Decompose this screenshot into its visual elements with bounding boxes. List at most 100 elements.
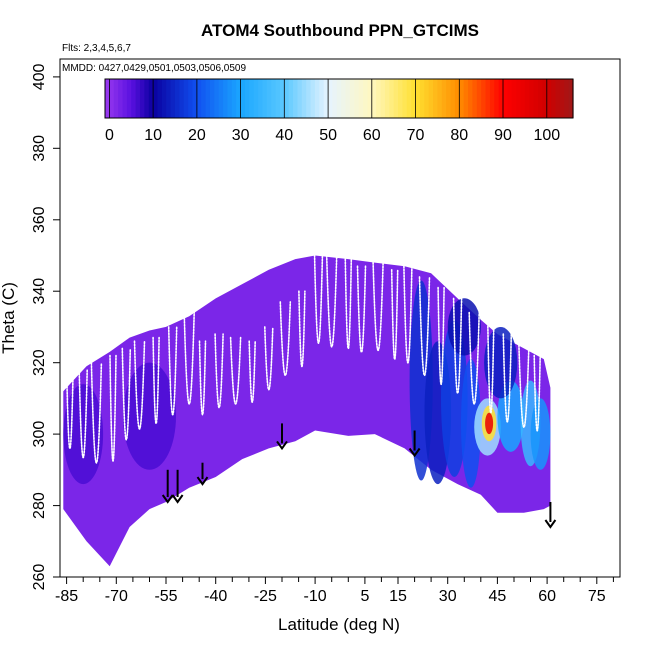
colorbar-segment [393,79,399,118]
flight-profile [468,311,480,405]
colorbar-segment [205,79,211,118]
x-tick-label: 45 [489,588,507,605]
y-tick-label: 280 [31,492,48,519]
flight-profile [325,254,338,348]
flight-profile [533,354,541,432]
colorbar-segment [209,79,215,118]
colorbar-segment [511,79,517,118]
flight-profile [298,290,306,367]
heatmap-patch [484,327,518,399]
colorbar-segment [371,79,377,118]
colorbar-segment [301,79,307,118]
colorbar-segment [253,79,259,118]
colorbar-segment [389,79,395,118]
colorbar-segment [441,79,447,118]
colorbar-segment [323,79,329,118]
colorbar-segment [275,79,281,118]
colorbar-segment [546,79,552,118]
flight-profile [403,265,413,364]
y-tick-label: 260 [31,564,48,591]
colorbar: 0 10 20 30 40 50 60 70 80 90 100 [104,78,574,144]
chart-title: ATOM4 Southbound PPN_GTCIMS [201,21,479,40]
y-tick-label: 320 [31,349,48,376]
colorbar-segment [406,79,412,118]
colorbar-segment [109,79,115,118]
colorbar-segment [454,79,460,118]
colorbar-segment [201,79,207,118]
colorbar-segment [568,79,574,118]
flight-profile [167,326,178,416]
colorbar-segment [542,79,548,118]
colorbar-tick-label: 10 [144,127,162,144]
colorbar-segment [105,79,110,118]
flight-profile [133,340,146,430]
x-tick-label: 30 [439,588,457,605]
colorbar-segment [384,79,390,118]
x-tick-label: -85 [55,588,78,605]
flight-profile [152,336,160,425]
colorbar-tick-label: 90 [494,127,512,144]
colorbar-tick-label: 60 [363,127,381,144]
colorbar-segment [428,79,434,118]
heatmap-patch [497,380,524,452]
flight-profile [198,340,207,416]
flight-profile [109,354,117,462]
plot-area [63,251,557,567]
flight-profile [264,326,274,391]
colorbar-segment [144,79,150,118]
colorbar-segment [424,79,430,118]
flight-profile [518,344,530,428]
colorbar-segment [481,79,487,118]
colorbar-segment [524,79,530,118]
dates-note: MMDD: 0427,0429,0501,0503,0506,0509 [62,63,246,74]
heatmap-patch [123,362,176,470]
flight-profile [390,269,399,361]
y-tick-label: 300 [31,421,48,448]
heatmap-patch [63,384,104,485]
colorbar-segment [170,79,176,118]
colorbar-segment [555,79,561,118]
colorbar-segment [332,79,338,118]
colorbar-segment [551,79,557,118]
colorbar-segment [131,79,137,118]
x-tick-label: -40 [204,588,227,605]
colorbar-segment [135,79,141,118]
arrow-head [161,494,174,504]
flight-profile [183,311,195,405]
colorbar-segment [402,79,408,118]
colorbar-segment [516,79,522,118]
x-tick-label: -25 [254,588,277,605]
colorbar-segment [126,79,132,118]
colorbar-frame [104,78,574,119]
x-tick-label: 5 [360,588,369,605]
colorbar-segment [459,79,465,118]
heatmap-patch [485,412,494,435]
colorbar-segment [415,79,421,118]
colorbar-segment [196,79,202,118]
flight-profile [90,361,103,464]
colorbar-tick-label: 100 [533,127,560,144]
colorbar-segment [533,79,539,118]
colorbar-segment [450,79,456,118]
flight-profile [279,301,292,376]
colorbar-segment [236,79,242,118]
colorbar-segment [314,79,320,118]
colorbar-segment [336,79,342,118]
colorbar-segment [433,79,439,118]
arrow-head [276,440,288,451]
flight-profile [487,322,495,414]
colorbar-segment [249,79,255,118]
plot-frame [59,58,621,578]
x-axis-label: Latitude (deg N) [278,615,400,634]
x-tick-label: -70 [105,588,128,605]
colorbar-segment [468,79,473,118]
colorbar-segment [244,79,250,118]
colorbar-segment [227,79,233,118]
flight-profile [452,297,463,395]
colorbar-segment [214,79,220,118]
arrow-head [196,476,209,486]
colorbar-segment [293,79,299,118]
colorbar-segment [148,79,154,118]
colorbar-tick-label: 0 [105,127,114,144]
